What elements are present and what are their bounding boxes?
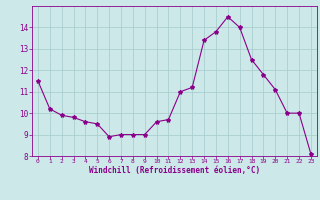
X-axis label: Windchill (Refroidissement éolien,°C): Windchill (Refroidissement éolien,°C) xyxy=(89,166,260,175)
